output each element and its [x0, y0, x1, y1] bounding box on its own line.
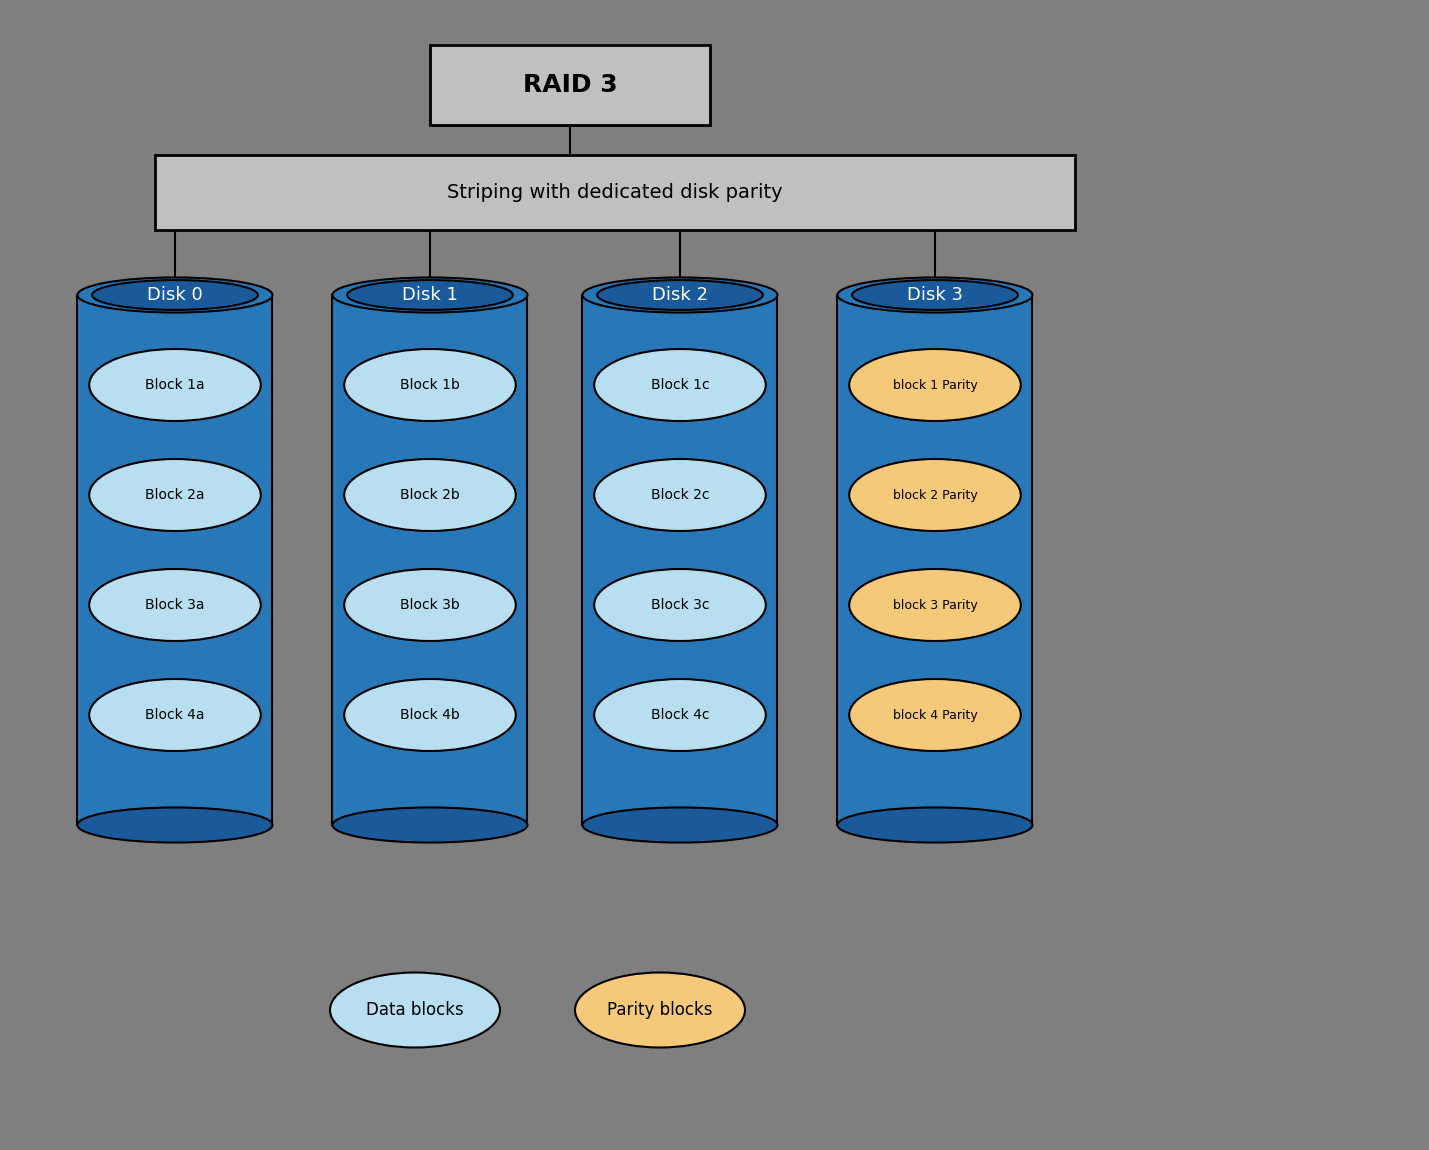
Ellipse shape	[89, 678, 262, 751]
Ellipse shape	[77, 807, 273, 843]
Text: block 4 Parity: block 4 Parity	[893, 708, 977, 721]
Text: RAID 3: RAID 3	[523, 72, 617, 97]
Polygon shape	[837, 296, 1033, 825]
Ellipse shape	[333, 277, 527, 313]
Ellipse shape	[852, 281, 1017, 309]
Bar	[430, 45, 710, 125]
Ellipse shape	[344, 348, 516, 421]
Text: Disk 3: Disk 3	[907, 286, 963, 304]
Text: Striping with dedicated disk parity: Striping with dedicated disk parity	[447, 183, 783, 202]
Ellipse shape	[344, 678, 516, 751]
Text: Block 3a: Block 3a	[146, 598, 204, 612]
Ellipse shape	[583, 807, 777, 843]
Text: Block 3c: Block 3c	[650, 598, 709, 612]
Ellipse shape	[849, 678, 1020, 751]
Ellipse shape	[849, 459, 1020, 531]
Ellipse shape	[837, 807, 1033, 843]
Ellipse shape	[594, 569, 766, 641]
Ellipse shape	[594, 678, 766, 751]
Text: Block 3b: Block 3b	[400, 598, 460, 612]
Text: Disk 0: Disk 0	[147, 286, 203, 304]
Text: Disk 2: Disk 2	[652, 286, 707, 304]
Ellipse shape	[597, 281, 763, 309]
Ellipse shape	[89, 569, 262, 641]
Text: Block 4a: Block 4a	[146, 708, 204, 722]
Text: Block 2a: Block 2a	[146, 488, 204, 503]
Ellipse shape	[347, 281, 513, 309]
Bar	[154, 155, 1075, 230]
Ellipse shape	[837, 277, 1033, 313]
Text: block 2 Parity: block 2 Parity	[893, 489, 977, 501]
Text: Block 4c: Block 4c	[650, 708, 709, 722]
Text: Block 2b: Block 2b	[400, 488, 460, 503]
Text: Block 4b: Block 4b	[400, 708, 460, 722]
Ellipse shape	[344, 459, 516, 531]
Ellipse shape	[89, 348, 262, 421]
Text: Block 1c: Block 1c	[650, 378, 709, 392]
Ellipse shape	[330, 973, 500, 1048]
Text: Block 1b: Block 1b	[400, 378, 460, 392]
Ellipse shape	[333, 807, 527, 843]
Ellipse shape	[594, 348, 766, 421]
Ellipse shape	[594, 459, 766, 531]
Text: Block 1a: Block 1a	[146, 378, 204, 392]
Ellipse shape	[91, 281, 257, 309]
Ellipse shape	[849, 569, 1020, 641]
Text: Disk 1: Disk 1	[402, 286, 457, 304]
Text: block 3 Parity: block 3 Parity	[893, 598, 977, 612]
Ellipse shape	[77, 277, 273, 313]
Text: Parity blocks: Parity blocks	[607, 1000, 713, 1019]
Text: Block 2c: Block 2c	[650, 488, 709, 503]
Ellipse shape	[849, 348, 1020, 421]
Ellipse shape	[583, 277, 777, 313]
Polygon shape	[583, 296, 777, 825]
Polygon shape	[333, 296, 527, 825]
Ellipse shape	[344, 569, 516, 641]
Ellipse shape	[89, 459, 262, 531]
Text: block 1 Parity: block 1 Parity	[893, 378, 977, 391]
Ellipse shape	[574, 973, 745, 1048]
Text: Data blocks: Data blocks	[366, 1000, 464, 1019]
Polygon shape	[77, 296, 273, 825]
